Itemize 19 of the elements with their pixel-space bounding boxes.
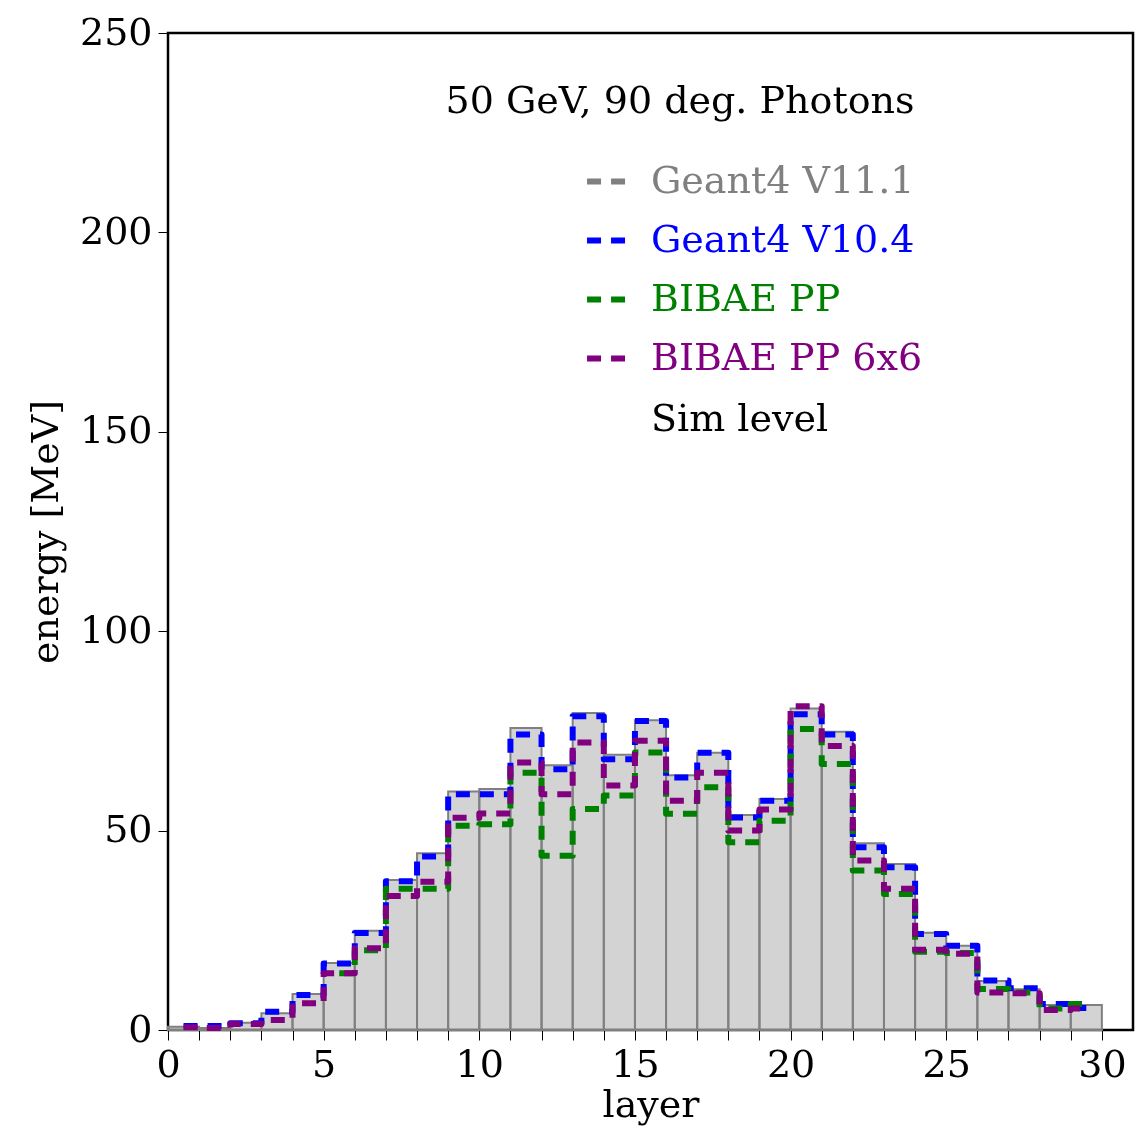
y-tick-label: 100: [79, 607, 153, 652]
legend-label: BIBAE PP 6x6: [651, 334, 923, 379]
legend-label: Geant4 V10.4: [651, 216, 915, 261]
y-tick-label: 250: [79, 9, 153, 54]
annotation: Sim level: [651, 396, 829, 440]
y-tick-label: 200: [79, 208, 153, 253]
x-tick-label: 30: [1078, 1041, 1127, 1086]
text: 50 GeV, 90 deg. Photons: [445, 78, 915, 122]
x-tick-label: 20: [766, 1041, 816, 1086]
legend-label: BIBAE PP: [651, 275, 841, 320]
x-tick-label: 5: [312, 1041, 337, 1086]
x-tick-label: 25: [922, 1041, 971, 1086]
legend-label: Geant4 V11.1: [651, 157, 915, 202]
x-tick-label: 10: [455, 1041, 504, 1086]
x-tick-label: 0: [156, 1041, 181, 1086]
y-tick-label: 0: [128, 1006, 153, 1051]
y-tick-label: 150: [79, 408, 153, 453]
y-axis-title: energy [MeV]: [22, 400, 67, 664]
y-tick-label: 50: [104, 807, 153, 852]
